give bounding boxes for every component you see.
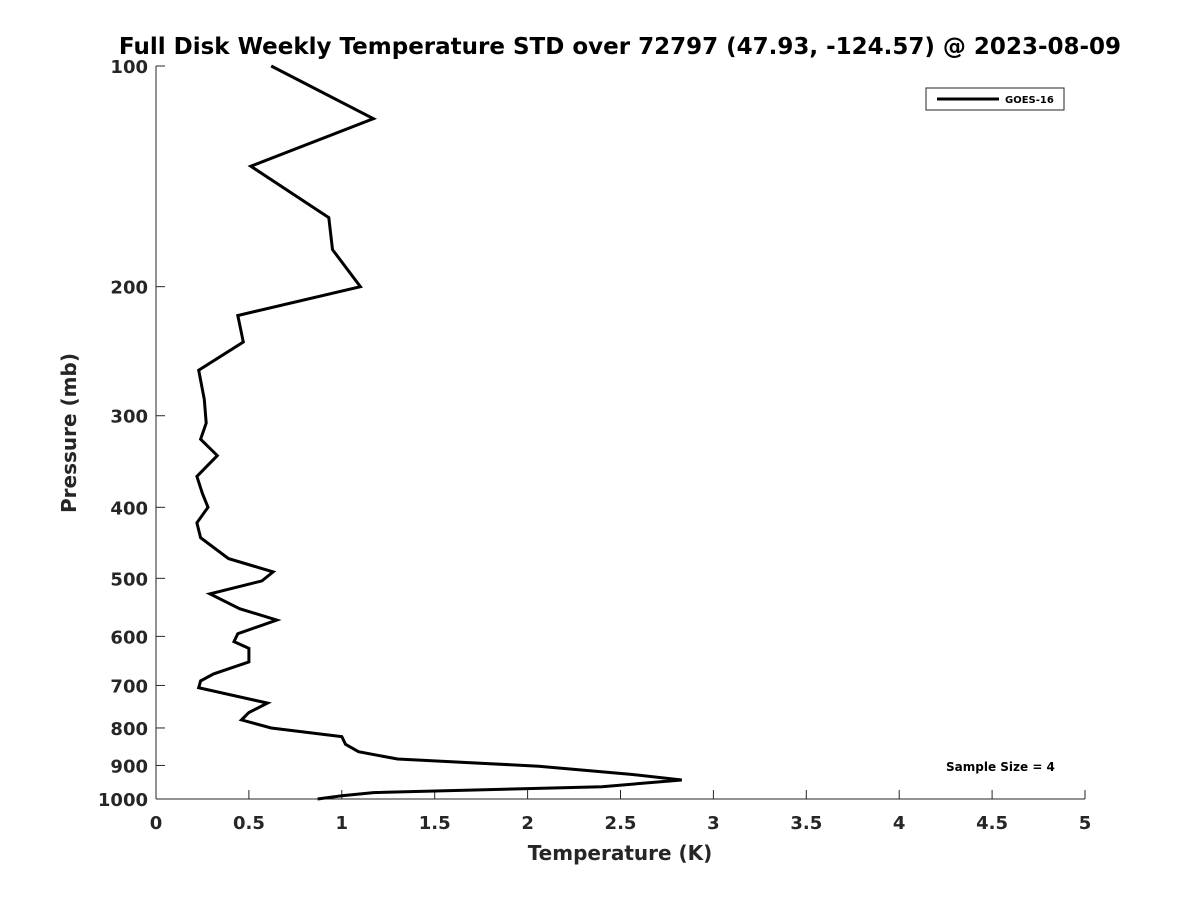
x-tick-label: 3.5 [790,813,822,834]
y-tick-label: 700 [110,676,148,697]
y-tick-label: 300 [110,407,148,428]
x-tick-label: 4 [893,813,906,834]
legend-label-goes-16: GOES-16 [1005,95,1054,106]
y-tick-label: 400 [110,498,148,519]
x-tick-label: 1 [336,813,349,834]
plot-area [156,66,1085,799]
series-line-goes-16 [195,64,682,801]
y-axis-label: Pressure (mb) [57,353,81,513]
y-tick-label: 800 [110,719,148,740]
x-tick-label: 2.5 [605,813,637,834]
y-tick-label: 1000 [98,790,148,811]
y-tick-label: 500 [110,569,148,590]
y-tick-label: 100 [110,57,148,78]
x-tick-label: 2 [521,813,534,834]
x-axis-label: Temperature (K) [528,841,713,865]
y-tick-label: 600 [110,627,148,648]
x-tick-label: 1.5 [419,813,451,834]
x-ticks: 0 0.5 1 1.5 2 2.5 3 3.5 4 4.5 5 [150,790,1092,834]
sample-size-annotation: Sample Size = 4 [946,760,1055,774]
y-ticks: 100 200 300 400 500 600 700 800 900 1000 [98,57,165,811]
series-layer [195,64,682,801]
y-tick-label: 200 [110,278,148,299]
x-tick-label: 0 [150,813,163,834]
x-tick-label: 4.5 [976,813,1008,834]
x-tick-label: 3 [707,813,720,834]
legend: GOES-16 [925,87,1065,111]
chart-title: Full Disk Weekly Temperature STD over 72… [119,34,1121,60]
y-tick-label: 900 [110,756,148,777]
x-tick-label: 0.5 [233,813,265,834]
x-tick-label: 5 [1079,813,1092,834]
